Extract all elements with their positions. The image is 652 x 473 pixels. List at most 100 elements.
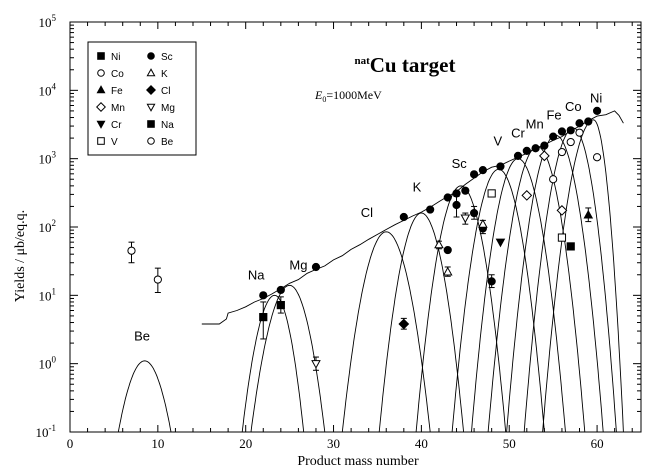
x-tick-label: 0: [67, 436, 74, 451]
data-point-co: [575, 128, 584, 137]
title-main: Cu target: [370, 53, 456, 77]
isotope-curve-4: [378, 212, 465, 432]
data-point-sc: [443, 245, 452, 255]
data-point-sc: [478, 166, 487, 175]
element-label: Na: [248, 268, 265, 283]
data-point-fe: [583, 209, 594, 219]
legend-label: Na: [161, 120, 174, 131]
element-label: V: [493, 134, 502, 149]
data-point-sc: [469, 170, 479, 179]
element-label: Mn: [526, 116, 544, 131]
chart-title: natCu target: [354, 53, 455, 77]
isotope-curve-2: [250, 284, 326, 432]
y-tick-base: 10: [39, 83, 52, 98]
data-point-sc: [487, 277, 496, 286]
isotope-curve-11: [542, 119, 624, 432]
data-point-v: [557, 233, 567, 242]
data-point-ni: [566, 242, 575, 251]
points-layer: [127, 106, 602, 369]
isotope-curve-1: [241, 294, 305, 432]
data-point-na: [276, 300, 285, 310]
data-point-sc: [549, 132, 558, 141]
legend: Ni Sc Co K Fe Cl Mn Mg Cr Na V Be: [87, 41, 197, 156]
subtitle-symbol: E: [314, 88, 323, 102]
legend-marker-ni: [97, 52, 105, 60]
data-point-sc: [311, 262, 321, 272]
data-point-sc: [452, 189, 461, 198]
data-point-sc: [566, 126, 575, 135]
element-label: Co: [565, 99, 582, 114]
legend-label: Ni: [111, 52, 120, 63]
y-tick-base: 10: [39, 152, 52, 167]
legend-marker-mg: [146, 103, 156, 112]
legend-marker-sc: [147, 52, 155, 60]
legend-marker-cl: [146, 85, 156, 95]
data-point-k: [434, 239, 444, 249]
x-tick-label: 10: [151, 436, 164, 451]
data-point-sc: [426, 205, 435, 214]
data-point-be: [127, 246, 136, 255]
data-point-k: [442, 266, 453, 276]
data-point-sc: [276, 285, 285, 295]
y-tick-base: 10: [36, 425, 49, 440]
legend-label: K: [161, 69, 168, 80]
element-label: Fe: [546, 107, 561, 122]
curves-layer: [117, 110, 624, 432]
y-tick-base: 10: [39, 357, 52, 372]
data-point-co: [549, 175, 558, 184]
data-point-sc: [531, 144, 540, 153]
legend-marker-cr: [96, 120, 106, 129]
y-tick-label: 105: [39, 13, 57, 30]
data-point-mg: [311, 360, 321, 369]
subtitle-rest: =1000MeV: [326, 88, 382, 102]
legend-label: Cr: [111, 120, 122, 131]
y-tick-exponent: 1: [52, 286, 57, 296]
isotope-curve-5: [415, 185, 507, 432]
data-point-sc: [469, 208, 479, 218]
data-point-co: [592, 153, 602, 162]
legend-marker-fe: [96, 85, 106, 94]
y-tick-exponent: 4: [52, 81, 57, 91]
legend-label: V: [111, 137, 118, 148]
data-point-sc: [540, 141, 549, 150]
chart-subtitle: E0=1000MeV: [314, 88, 382, 104]
legend-marker-na: [147, 120, 155, 128]
x-tick-label: 60: [591, 436, 604, 451]
data-point-sc: [452, 200, 461, 210]
y-tick-label: 104: [39, 81, 57, 98]
y-tick-exponent: 5: [52, 13, 57, 23]
isotope-curve-0: [117, 360, 172, 432]
data-point-v: [487, 189, 496, 198]
y-tick-label: 101: [39, 286, 57, 303]
x-tick-label: 40: [415, 436, 428, 451]
legend-marker-co: [97, 69, 105, 77]
element-label: K: [413, 180, 422, 195]
data-point-sc: [592, 106, 602, 116]
data-point-mn: [538, 150, 550, 162]
legend-marker-v: [97, 137, 105, 145]
data-point-mn: [521, 190, 533, 201]
legend-label: Co: [111, 69, 124, 80]
data-point-co: [566, 137, 575, 147]
y-tick-exponent: 3: [52, 150, 57, 160]
element-label: Ni: [590, 91, 602, 106]
y-tick-label: 103: [39, 150, 57, 167]
x-tick-label: 50: [503, 436, 516, 451]
x-axis-label: Product mass number: [297, 454, 419, 468]
data-point-cr: [495, 238, 506, 248]
legend-label: Mn: [111, 103, 125, 114]
legend-marker-k: [146, 68, 156, 77]
error-bars-layer: [128, 195, 592, 371]
legend-label: Sc: [161, 52, 173, 63]
data-point-k: [478, 218, 488, 228]
legend-marker-mn: [96, 102, 106, 112]
y-tick-label: 10-1: [36, 423, 57, 440]
data-point-sc: [575, 119, 584, 128]
isotope-curve-7: [471, 158, 566, 432]
legend-label: Fe: [111, 86, 123, 97]
data-point-sc: [259, 291, 268, 300]
subtitle-subscript: 0: [322, 95, 326, 104]
